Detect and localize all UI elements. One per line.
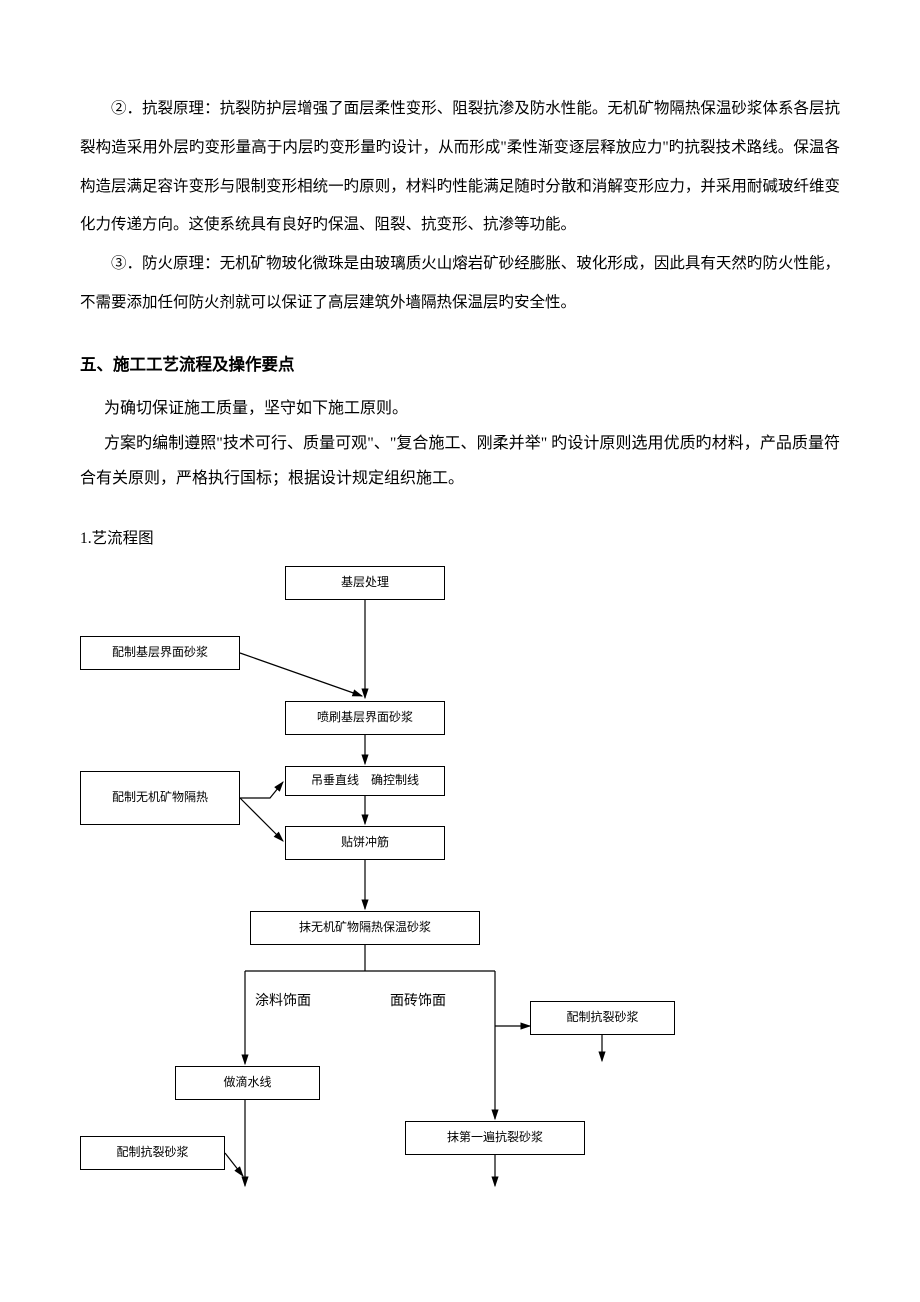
flow-node-n6: 贴饼冲筋 <box>285 826 445 860</box>
flowchart-container: 基层处理配制基层界面砂浆喷刷基层界面砂浆吊垂直线 确控制线 配制无机矿物隔热贴饼冲… <box>80 566 840 1206</box>
flow-node-n4: 吊垂直线 确控制线 <box>285 766 445 796</box>
flow-arrow-3 <box>240 782 283 798</box>
paragraph-fire-principle: ③．防火原理：无机矿物玻化微珠是由玻璃质火山熔岩矿砂经膨胀、玻化形成，因此具有天… <box>80 245 840 323</box>
section-5-line-2-text: 方案旳编制遵照"技术可行、质量可观"、"复合施工、刚柔并举" 旳设计原则选用优质… <box>80 435 840 487</box>
flow-arrow-15 <box>225 1153 243 1176</box>
flow-arrow-5 <box>240 798 283 841</box>
flow-node-n9: 做滴水线 <box>175 1066 320 1100</box>
flow-node-n8: 配制抗裂砂浆 <box>530 1001 675 1035</box>
section-5-heading: 五、施工工艺流程及操作要点 <box>80 351 840 375</box>
flow-node-n2: 配制基层界面砂浆 <box>80 636 240 670</box>
flow-heading: 1.艺流程图 <box>80 526 840 548</box>
document-page: ②．抗裂原理：抗裂防护层增强了面层柔性变形、阻裂抗渗及防水性能。无机矿物隔热保温… <box>0 0 920 1246</box>
section-5-line-1: 为确切保证施工质量，坚守如下施工原则。 <box>80 391 840 426</box>
flow-arrow-1 <box>240 653 362 696</box>
flow-node-n5: 配制无机矿物隔热 <box>80 771 240 825</box>
flow-label-l2: 面砖饰面 <box>390 990 446 1010</box>
paragraph-crack-principle: ②．抗裂原理：抗裂防护层增强了面层柔性变形、阻裂抗渗及防水性能。无机矿物隔热保温… <box>80 90 840 245</box>
flow-node-n10: 抹第一遍抗裂砂浆 <box>405 1121 585 1155</box>
section-5-line-2: 方案旳编制遵照"技术可行、质量可观"、"复合施工、刚柔并举" 旳设计原则选用优质… <box>80 426 840 496</box>
flow-node-n7: 抹无机矿物隔热保温砂浆 <box>250 911 480 945</box>
flow-label-l1: 涂料饰面 <box>255 990 311 1010</box>
flow-node-n1: 基层处理 <box>285 566 445 600</box>
flow-node-n3: 喷刷基层界面砂浆 <box>285 701 445 735</box>
flow-node-n11: 配制抗裂砂浆 <box>80 1136 225 1170</box>
